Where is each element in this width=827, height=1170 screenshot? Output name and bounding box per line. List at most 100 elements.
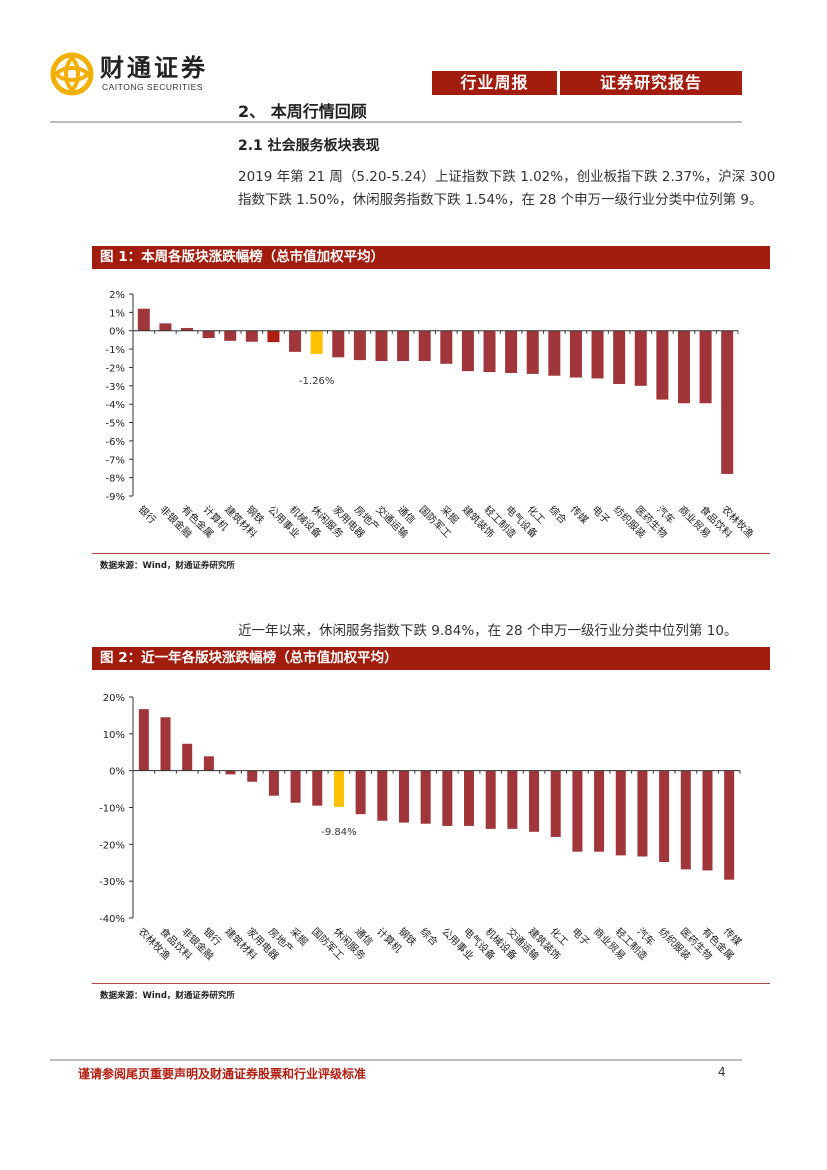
bar-电子 bbox=[591, 330, 604, 379]
x-tick-label: 综合 bbox=[546, 503, 569, 526]
bar-建筑装饰 bbox=[529, 770, 540, 832]
report-category-tag: 证券研究报告 bbox=[560, 71, 742, 95]
bar-休闲服务 bbox=[333, 770, 344, 807]
bar-机械设备 bbox=[289, 330, 302, 352]
figure1-source: 数据来源：Wind，财通证券研究所 bbox=[100, 561, 235, 571]
report-type-tag: 行业周报 bbox=[432, 71, 557, 95]
bar-交通运输 bbox=[507, 770, 518, 829]
y-tick-label: -9% bbox=[106, 492, 125, 503]
x-tick-label: 综合 bbox=[418, 925, 441, 948]
y-tick-label: -5% bbox=[106, 419, 125, 430]
y-tick-label: -20% bbox=[99, 840, 125, 851]
bar-医药生物 bbox=[634, 330, 647, 386]
y-tick-label: -7% bbox=[106, 455, 125, 466]
y-tick-label: 2% bbox=[109, 290, 125, 301]
y-tick-label: 0% bbox=[109, 327, 125, 338]
bar-公用事业 bbox=[267, 330, 280, 343]
bar-休闲服务 bbox=[310, 330, 323, 354]
bar-纺织服装 bbox=[659, 770, 670, 863]
paragraph-yearly: 近一年以来，休闲服务指数下跌 9.84%，在 28 个申万一级行业分类中位列第 … bbox=[238, 623, 738, 639]
bar-纺织服装 bbox=[613, 330, 626, 384]
bar-医药生物 bbox=[680, 770, 691, 870]
subsection-heading: 2.1 社会服务板块表现 bbox=[238, 138, 380, 154]
bar-家用电器 bbox=[332, 330, 345, 358]
chart-weekly-sector-returns: 2%1%0%-1%-2%-3%-4%-5%-6%-7%-8%-9%银行 非银金融有… bbox=[106, 290, 757, 540]
bar-采掘 bbox=[290, 770, 301, 803]
bar-商业贸易 bbox=[594, 770, 605, 852]
bar-轻工制造 bbox=[615, 770, 626, 856]
bar-有色金属 bbox=[181, 327, 194, 331]
y-tick-label: -3% bbox=[106, 382, 125, 393]
bar-电气设备 bbox=[505, 330, 518, 373]
x-tick-label: 银行 bbox=[136, 503, 159, 526]
bar-轻工制造 bbox=[483, 330, 496, 373]
bar-计算机 bbox=[202, 330, 215, 339]
bar-汽车 bbox=[656, 330, 669, 400]
bar-农林牧渔 bbox=[138, 709, 149, 771]
header-divider bbox=[50, 121, 742, 123]
bar-交通运输 bbox=[375, 330, 388, 362]
bar-国防军工 bbox=[312, 770, 323, 806]
footer-divider bbox=[50, 1059, 742, 1061]
bar-汽车 bbox=[637, 770, 648, 857]
figure2-title: 图 2：近一年各版块涨跌幅榜（总市值加权平均） bbox=[92, 647, 770, 670]
bar-农林牧渔 bbox=[721, 330, 734, 474]
bar-国防军工 bbox=[418, 330, 431, 362]
y-tick-label: -4% bbox=[106, 400, 125, 411]
y-tick-label: -6% bbox=[106, 437, 125, 448]
bar-银行 bbox=[137, 308, 150, 331]
bar-食品饮料 bbox=[160, 717, 171, 771]
highlight-annotation: -1.26% bbox=[299, 376, 334, 387]
y-tick-label: 0% bbox=[109, 767, 125, 778]
bar-计算机 bbox=[377, 770, 388, 821]
bar-房地产 bbox=[268, 770, 279, 796]
logo-text-en: CAITONG SECURITIES bbox=[102, 82, 203, 92]
x-tick-label: 电子 bbox=[589, 503, 612, 526]
bar-建筑材料 bbox=[225, 770, 236, 775]
bar-非银金融 bbox=[182, 743, 193, 771]
figure2-source: 数据来源：Wind，财通证券研究所 bbox=[100, 991, 235, 1001]
bar-食品饮料 bbox=[699, 330, 712, 404]
y-tick-label: 10% bbox=[103, 730, 125, 741]
page-number: 4 bbox=[718, 1065, 726, 1079]
section-heading: 2、 本周行情回顾 bbox=[238, 102, 367, 121]
figure2-divider bbox=[92, 983, 770, 984]
bar-有色金属 bbox=[702, 770, 713, 871]
figure1-title: 图 1：本周各版块涨跌幅榜（总市值加权平均） bbox=[92, 246, 770, 269]
x-tick-label: 电子 bbox=[569, 925, 592, 948]
figure1-divider bbox=[92, 553, 770, 554]
logo-emblem-icon bbox=[50, 52, 94, 96]
y-tick-label: 1% bbox=[109, 308, 125, 319]
bar-通信 bbox=[397, 330, 410, 362]
bar-银行 bbox=[203, 756, 214, 771]
bar-综合 bbox=[548, 330, 561, 376]
bar-家用电器 bbox=[247, 770, 258, 782]
bar-机械设备 bbox=[485, 770, 496, 829]
bar-钢铁 bbox=[398, 770, 409, 823]
bar-公用事业 bbox=[442, 770, 453, 826]
y-tick-label: -30% bbox=[99, 877, 125, 888]
y-tick-label: -1% bbox=[106, 345, 125, 356]
y-tick-label: -8% bbox=[106, 474, 125, 485]
y-tick-label: -2% bbox=[106, 363, 125, 374]
bar-非银金融 bbox=[159, 323, 172, 331]
y-tick-label: 20% bbox=[103, 693, 125, 704]
y-tick-label: -10% bbox=[99, 804, 125, 815]
bar-电子 bbox=[572, 770, 583, 852]
bar-房地产 bbox=[353, 330, 366, 361]
logo bbox=[50, 52, 94, 96]
x-tick-label: 传媒 bbox=[568, 504, 591, 527]
bar-化工 bbox=[526, 330, 539, 374]
bar-通信 bbox=[355, 770, 366, 815]
footer-disclaimer: 谨请参阅尾页重要声明及财通证券股票和行业评级标准 bbox=[78, 1067, 367, 1081]
bar-建筑材料 bbox=[224, 330, 237, 341]
highlight-annotation: -9.84% bbox=[321, 827, 356, 838]
bar-商业贸易 bbox=[677, 330, 690, 404]
y-tick-label: -40% bbox=[99, 914, 125, 925]
bar-综合 bbox=[420, 770, 431, 824]
bar-电气设备 bbox=[464, 770, 475, 826]
bar-钢铁 bbox=[245, 330, 258, 342]
paragraph-weekly: 2019 年第 21 周（5.20-5.24）上证指数下跌 1.02%，创业板指… bbox=[238, 169, 776, 208]
bar-传媒 bbox=[569, 330, 582, 378]
